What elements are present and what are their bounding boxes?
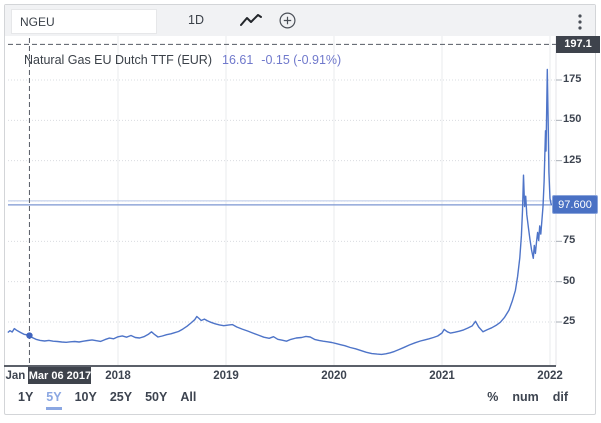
crosshair-change-value: -0.15 (-0.91%)	[261, 53, 342, 67]
y-axis-label: 175	[563, 73, 582, 85]
chart-toolbar: 1D	[5, 5, 595, 36]
y-axis-label: 150	[563, 113, 582, 126]
bottom-toolbar: 1Y 5Y 10Y 25Y 50Y All % num dif	[0, 388, 592, 412]
display-mode-selector: % num dif	[487, 390, 568, 404]
y-axis-label: 75	[563, 234, 576, 247]
crosshair-price-value: 16.61	[222, 53, 254, 67]
x-axis-label: 2020	[321, 370, 347, 382]
x-axis-label: 2019	[213, 370, 239, 382]
range-button-1y[interactable]: 1Y	[18, 390, 34, 404]
chart-card: 1D	[4, 4, 596, 415]
price-series-line	[7, 68, 553, 356]
interval-button[interactable]: 1D	[188, 13, 204, 27]
range-button-5y[interactable]: 5Y	[46, 390, 62, 410]
crosshair-price-badge: 197.1	[556, 35, 600, 53]
range-button-all[interactable]: All	[180, 390, 197, 404]
crosshair-dot	[26, 332, 33, 339]
chart-legend: Natural Gas EU Dutch TTF (EUR) 16.61 -0.15…	[24, 53, 341, 67]
kebab-menu-icon[interactable]	[577, 13, 583, 31]
last-price-badge: 97.600	[552, 195, 598, 215]
mode-button-dif[interactable]: dif	[552, 390, 568, 404]
add-circle-icon[interactable]	[279, 12, 296, 29]
range-button-50y[interactable]: 50Y	[145, 390, 168, 404]
y-axis-label: 25	[563, 314, 576, 327]
range-button-25y[interactable]: 25Y	[109, 390, 133, 404]
crosshair-date-badge: Mar 06 2017	[28, 367, 92, 384]
mode-button-num[interactable]: num	[512, 390, 539, 404]
y-axis-label: 125	[563, 153, 582, 166]
instrument-title: Natural Gas EU Dutch TTF (EUR)	[24, 53, 213, 67]
range-button-10y[interactable]: 10Y	[74, 390, 97, 404]
x-axis-label: 2021	[429, 370, 455, 382]
range-selector: 1Y 5Y 10Y 25Y 50Y All	[18, 390, 196, 410]
x-axis-label: 2018	[105, 370, 131, 382]
x-axis-label: Jan	[5, 370, 26, 382]
symbol-input[interactable]	[11, 9, 157, 34]
line-chart-icon[interactable]	[239, 14, 263, 28]
mode-button-percent[interactable]: %	[487, 390, 499, 404]
x-axis-label: 2022	[537, 370, 563, 382]
y-axis-label: 50	[563, 274, 576, 287]
